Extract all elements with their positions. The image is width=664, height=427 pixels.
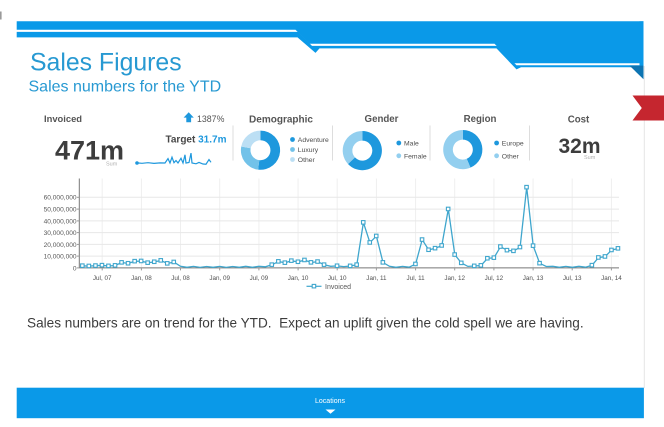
svg-text:Jan, 09: Jan, 09 xyxy=(209,275,230,282)
svg-text:Other: Other xyxy=(502,153,520,160)
svg-text:Region: Region xyxy=(464,114,497,125)
svg-text:Europe: Europe xyxy=(502,141,524,148)
svg-text:Sum: Sum xyxy=(106,162,118,168)
svg-text:50,000,000: 50,000,000 xyxy=(44,207,77,214)
svg-text:Jan, 08: Jan, 08 xyxy=(131,275,152,282)
svg-text:Invoiced: Invoiced xyxy=(325,284,351,291)
svg-text:Female: Female xyxy=(404,153,427,160)
svg-text:Jul, 11: Jul, 11 xyxy=(407,275,426,282)
svg-text:30,000,000: 30,000,000 xyxy=(44,230,77,237)
svg-text:Gender: Gender xyxy=(365,114,399,125)
svg-text:Sales numbers are on trend for: Sales numbers are on trend for the YTD. … xyxy=(27,316,584,331)
svg-text:Jan, 13: Jan, 13 xyxy=(523,275,544,282)
svg-text:32m: 32m xyxy=(558,135,600,158)
svg-text:Jan, 11: Jan, 11 xyxy=(366,275,387,282)
svg-text:20,000,000: 20,000,000 xyxy=(44,242,77,249)
svg-text:0: 0 xyxy=(73,265,77,272)
svg-text:Jan, 14: Jan, 14 xyxy=(601,275,622,282)
svg-text:10,000,000: 10,000,000 xyxy=(44,254,77,261)
svg-text:Jul, 10: Jul, 10 xyxy=(328,275,347,282)
svg-text:Jul, 09: Jul, 09 xyxy=(250,275,269,282)
svg-text:40,000,000: 40,000,000 xyxy=(44,218,77,225)
svg-text:Cost: Cost xyxy=(568,115,590,126)
svg-text:Jan, 10: Jan, 10 xyxy=(288,275,309,282)
svg-text:Sales numbers for the YTD: Sales numbers for the YTD xyxy=(29,78,222,95)
svg-text:Male: Male xyxy=(404,141,419,148)
svg-text:Luxury: Luxury xyxy=(298,147,319,154)
svg-text:Sales Figures: Sales Figures xyxy=(30,49,182,76)
svg-text:Invoiced: Invoiced xyxy=(44,113,82,124)
svg-text:Adventure: Adventure xyxy=(298,137,329,144)
svg-text:Jul, 13: Jul, 13 xyxy=(563,275,582,282)
svg-text:Jan, 12: Jan, 12 xyxy=(444,275,465,282)
svg-text:60,000,000: 60,000,000 xyxy=(44,195,77,202)
svg-text:Other: Other xyxy=(298,157,316,164)
svg-text:471m: 471m xyxy=(55,136,124,166)
svg-text:Demographic: Demographic xyxy=(249,115,313,126)
svg-text:Jul, 08: Jul, 08 xyxy=(171,275,190,282)
svg-text:Sum: Sum xyxy=(584,155,596,161)
svg-text:Target 31.7m: Target 31.7m xyxy=(166,134,227,145)
svg-text:Locations: Locations xyxy=(315,398,345,405)
svg-text:Jul, 12: Jul, 12 xyxy=(485,275,504,282)
svg-text:Jul, 07: Jul, 07 xyxy=(93,275,112,282)
svg-text:1387%: 1387% xyxy=(197,114,225,124)
